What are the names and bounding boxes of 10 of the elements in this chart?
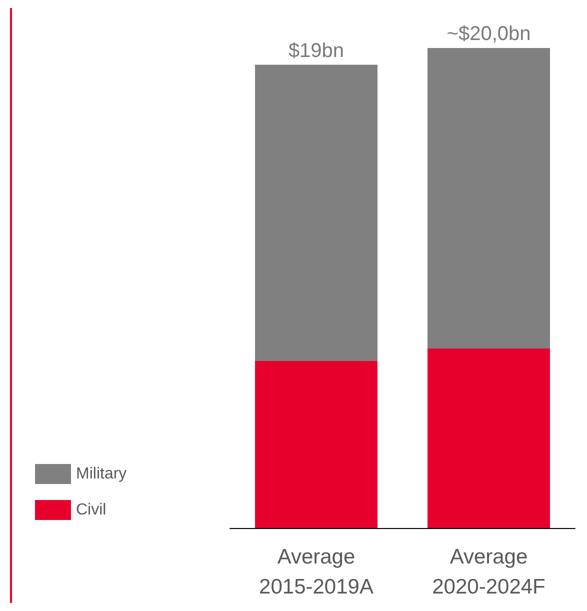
x-tick-label: Average 2015-2019A (259, 546, 374, 598)
bar (428, 348, 550, 528)
legend-label: Civil (76, 502, 106, 518)
annotation: ~$20,0bn (446, 23, 531, 45)
legend-label: Military (76, 466, 127, 482)
annotation: $19bn (288, 40, 344, 62)
bar (428, 48, 550, 348)
bar (255, 360, 378, 528)
x-tick-label: Average 2020-2024F (432, 546, 546, 598)
bar (255, 64, 378, 361)
